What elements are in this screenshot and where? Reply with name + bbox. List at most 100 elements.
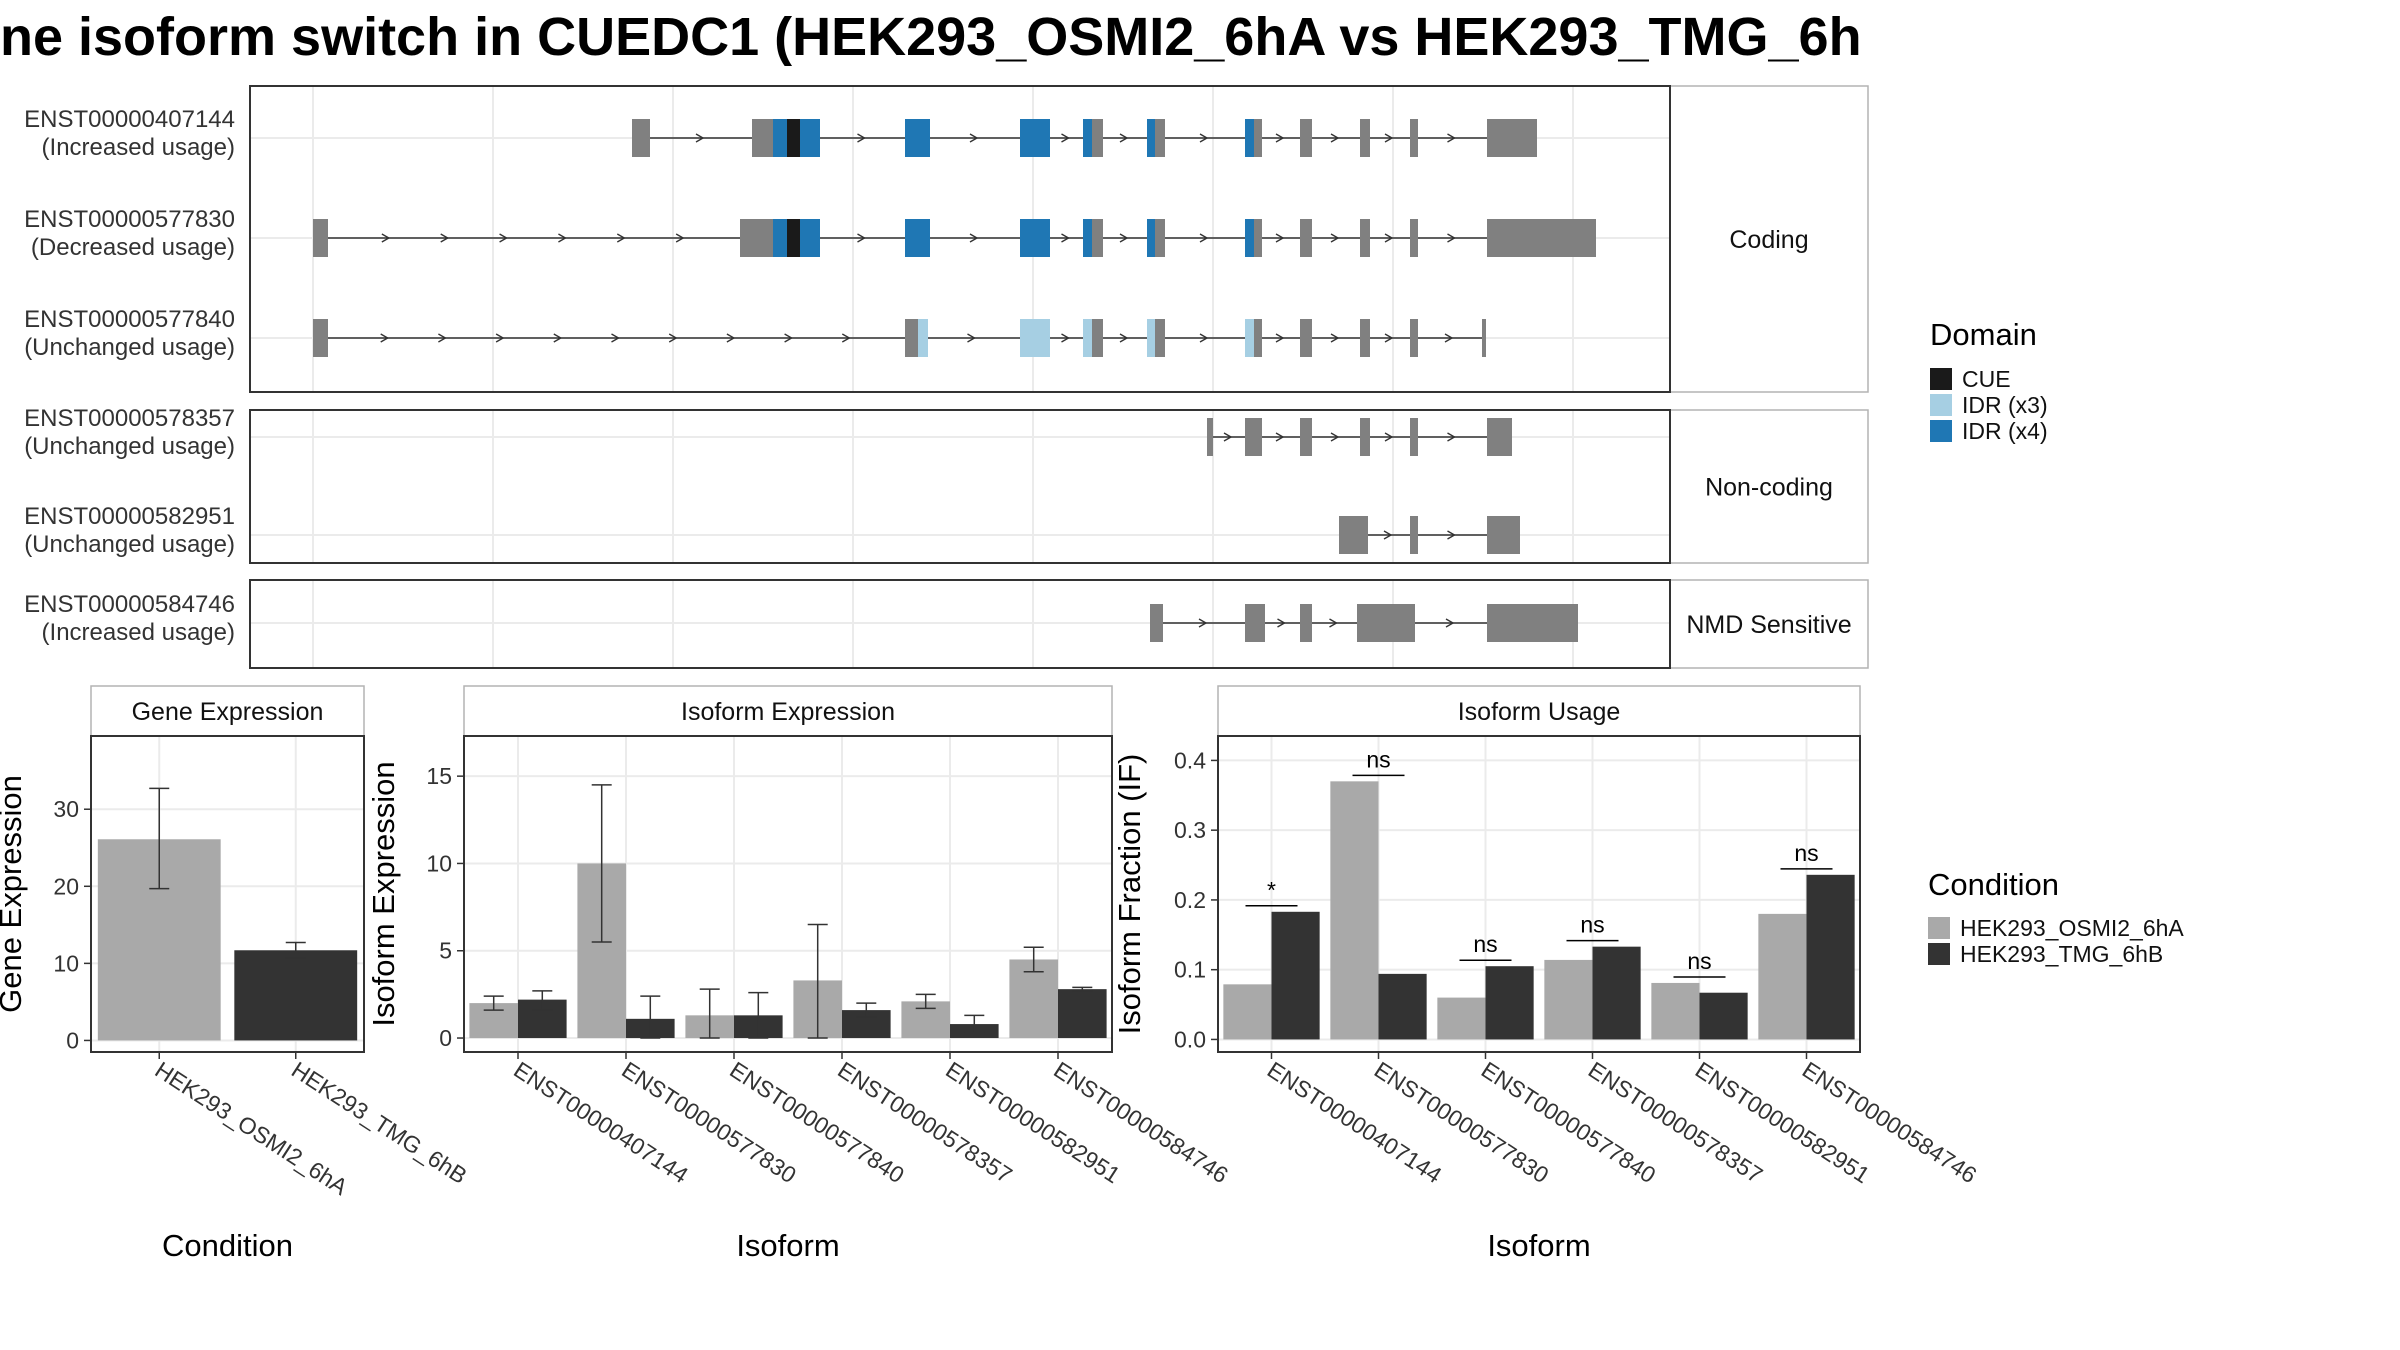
y-tick-label: 10 bbox=[426, 850, 452, 876]
transcript-id: ENST00000584746 bbox=[24, 591, 235, 618]
strand-arrow bbox=[499, 233, 508, 243]
group-strip-label: Coding bbox=[1729, 226, 1808, 254]
strand-arrow bbox=[1329, 618, 1338, 628]
x-tick-label: ENST00000577830 bbox=[1370, 1056, 1554, 1188]
significance-label: ns bbox=[1794, 840, 1818, 866]
group-strip-label: Non-coding bbox=[1705, 474, 1833, 502]
strand-arrow bbox=[1275, 133, 1285, 143]
exon bbox=[313, 319, 328, 357]
exon bbox=[1300, 219, 1312, 257]
exon bbox=[1410, 319, 1418, 357]
group-strip bbox=[1669, 579, 1869, 669]
x-tick-label: ENST00000577830 bbox=[617, 1056, 801, 1188]
strand-arrow bbox=[675, 233, 685, 243]
transcript-usage: (Unchanged usage) bbox=[24, 334, 235, 361]
strand-arrow bbox=[1119, 333, 1129, 343]
exon bbox=[1487, 418, 1512, 456]
domain-idr_x4 bbox=[1020, 219, 1050, 257]
strand-arrow bbox=[616, 233, 626, 243]
exon bbox=[1360, 319, 1370, 357]
domain-idr_x4 bbox=[905, 119, 930, 157]
y-tick-label: 0 bbox=[66, 1027, 79, 1053]
strand-arrow bbox=[1330, 432, 1340, 442]
x-tick-label: ENST00000582951 bbox=[941, 1056, 1125, 1188]
strand-arrow bbox=[380, 333, 390, 343]
strand-arrow bbox=[1384, 333, 1394, 343]
strand-arrow bbox=[1199, 233, 1209, 243]
transcript-row: ENST00000577830(Decreased usage) bbox=[24, 206, 1670, 261]
exon bbox=[1300, 604, 1312, 642]
strand-arrow bbox=[726, 333, 736, 343]
exon bbox=[1245, 604, 1262, 642]
x-tick-label: ENST00000582951 bbox=[1691, 1056, 1875, 1188]
significance-label: ns bbox=[1366, 746, 1390, 772]
x-tick-label: ENST00000584746 bbox=[1798, 1056, 1982, 1188]
exon bbox=[1372, 604, 1415, 642]
domain-legend-key bbox=[1930, 394, 1952, 416]
strand-arrow bbox=[969, 133, 979, 143]
transcript-usage: (Decreased usage) bbox=[31, 234, 235, 261]
strand-arrow bbox=[969, 233, 979, 243]
exon bbox=[752, 119, 775, 157]
transcript-usage: (Unchanged usage) bbox=[24, 433, 235, 460]
domain-idr_x3 bbox=[918, 319, 928, 357]
chart-title: Gene Expression bbox=[132, 698, 324, 726]
y-tick-label: 20 bbox=[53, 873, 79, 899]
transcript-id: ENST00000582951 bbox=[24, 503, 235, 530]
bar bbox=[1271, 911, 1320, 1040]
domain-cue bbox=[787, 119, 800, 157]
domain-idr_x4 bbox=[1245, 119, 1254, 157]
transcript-row: ENST00000407144(Increased usage) bbox=[24, 106, 1670, 161]
domain-idr_x4 bbox=[800, 219, 820, 257]
condition-legend-key bbox=[1928, 943, 1950, 965]
chart-strip bbox=[1217, 685, 1861, 737]
strand-arrow bbox=[1275, 432, 1285, 442]
y-tick-label: 0.4 bbox=[1174, 747, 1206, 773]
x-tick-label: ENST00000577840 bbox=[1477, 1056, 1661, 1188]
strand-arrow bbox=[1447, 432, 1456, 442]
strand-arrow bbox=[1277, 618, 1286, 628]
transcript-structure-plot: Coding ENST00000407144(Increased usage) EN… bbox=[24, 85, 1869, 669]
condition-legend-label: HEK293_TMG_6hB bbox=[1960, 941, 2163, 967]
strand-arrow bbox=[1223, 432, 1233, 442]
strand-arrow bbox=[1119, 133, 1129, 143]
bar bbox=[1437, 997, 1486, 1040]
strand-arrow bbox=[1199, 133, 1209, 143]
y-axis-title: Isoform Expression bbox=[366, 761, 401, 1026]
exon bbox=[1260, 604, 1265, 642]
exon bbox=[1357, 604, 1372, 642]
bar bbox=[234, 950, 358, 1041]
strand-arrow bbox=[1445, 618, 1455, 628]
chart-panel-border bbox=[90, 735, 365, 1053]
domain-legend-key bbox=[1930, 420, 1952, 442]
strand-arrow bbox=[1199, 333, 1209, 343]
y-axis-title: Gene Expression bbox=[0, 775, 28, 1013]
x-tick-label: ENST00000578357 bbox=[1584, 1056, 1768, 1188]
exon bbox=[1300, 119, 1312, 157]
y-tick-label: 0.1 bbox=[1174, 957, 1206, 983]
domain-idr_x4 bbox=[1245, 219, 1254, 257]
domain-idr_x4 bbox=[1147, 119, 1155, 157]
figure-title: ne isoform switch in CUEDC1 (HEK293_OSMI… bbox=[0, 7, 1862, 67]
significance-label: ns bbox=[1687, 948, 1711, 974]
exon bbox=[1300, 418, 1312, 456]
exon bbox=[1487, 119, 1537, 157]
strand-arrow bbox=[1275, 233, 1285, 243]
bar bbox=[1378, 973, 1427, 1040]
strand-arrow bbox=[1061, 333, 1070, 343]
chart-strip bbox=[90, 685, 365, 737]
y-tick-label: 5 bbox=[439, 938, 452, 964]
strand-arrow bbox=[1330, 233, 1340, 243]
strand-arrow bbox=[1119, 233, 1129, 243]
domain-legend-label: IDR (x3) bbox=[1962, 392, 2048, 418]
isoform-expression-chart: Isoform Expression051015ENST00000407144E… bbox=[366, 685, 1233, 1263]
exon bbox=[1360, 219, 1370, 257]
strand-arrow bbox=[1330, 133, 1340, 143]
bar bbox=[1009, 959, 1058, 1039]
bar bbox=[1058, 989, 1107, 1039]
exon bbox=[1410, 219, 1418, 257]
transcript-id: ENST00000578357 bbox=[24, 405, 235, 432]
strand-arrow bbox=[1383, 530, 1393, 540]
